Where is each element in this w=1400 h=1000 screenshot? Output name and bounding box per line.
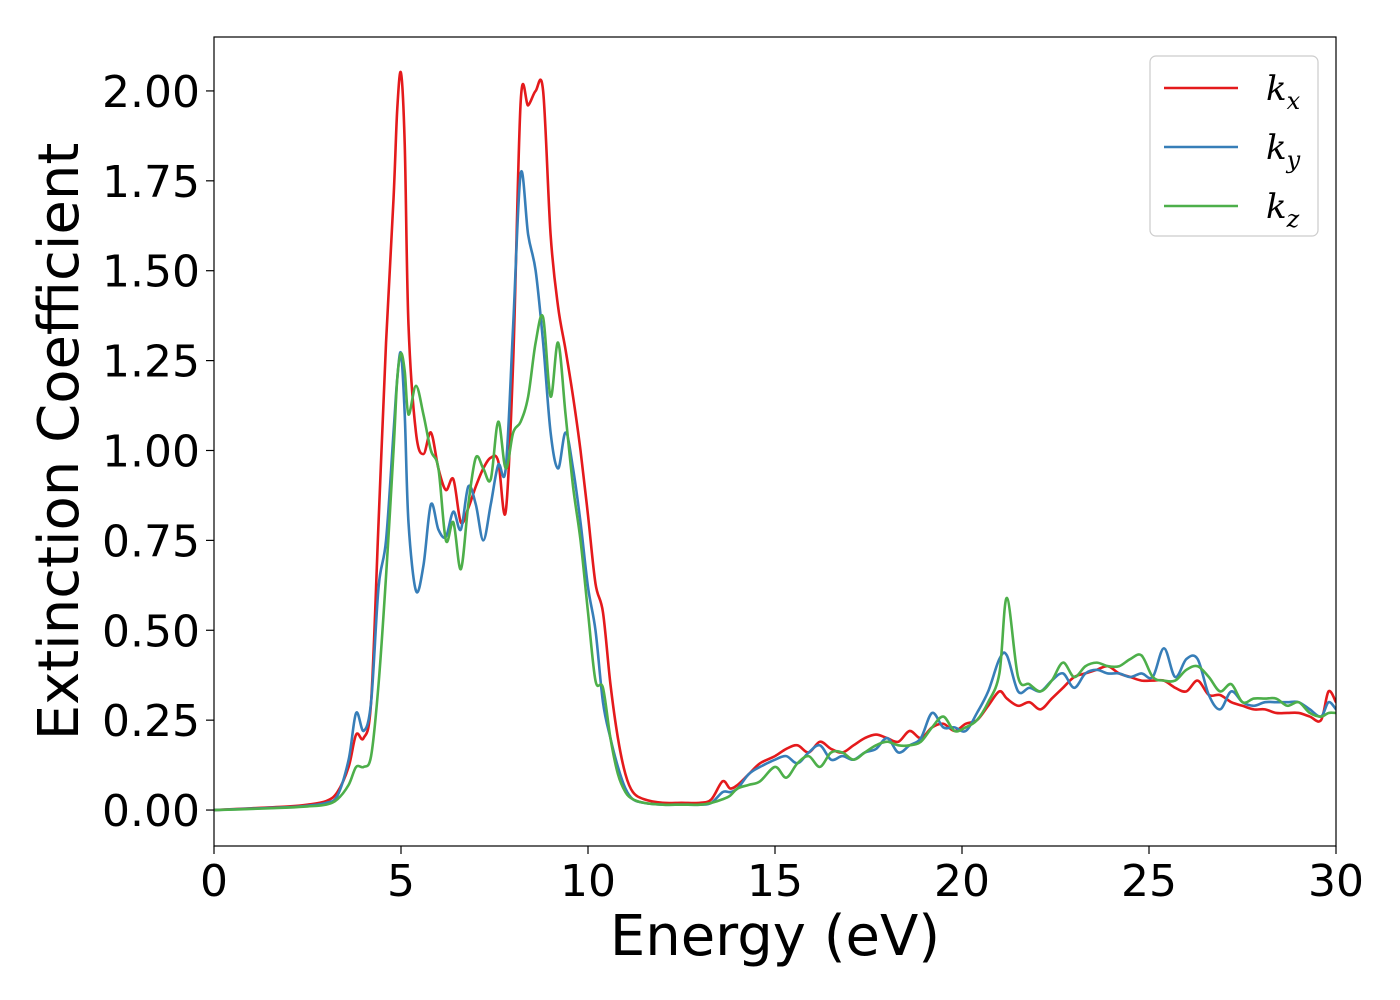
legend-label-subscript: z (1286, 205, 1300, 233)
x-tick-label: 5 (387, 856, 415, 907)
legend-label-subscript: y (1286, 146, 1301, 174)
x-axis-ticks: 0 5 10 15 20 25 30 (200, 846, 1364, 907)
x-tick-label: 15 (747, 856, 803, 907)
y-axis-title: Extinction Coefficient (27, 143, 92, 741)
y-tick-label: 1.50 (102, 247, 200, 298)
y-tick-label: 0.00 (102, 786, 200, 837)
legend-label-base: k (1266, 69, 1287, 109)
legend-label-base: k (1266, 128, 1287, 168)
legend-label-base: k (1266, 187, 1287, 227)
legend-label-kx: kx (1266, 69, 1301, 115)
x-tick-label: 20 (934, 856, 990, 907)
x-tick-label: 0 (200, 856, 228, 907)
x-axis-title: Energy (eV) (610, 904, 940, 969)
series-layer (214, 70, 1336, 812)
y-tick-label: 1.75 (102, 157, 200, 208)
x-tick-label: 10 (560, 856, 616, 907)
y-axis-ticks: 0.00 0.25 0.50 0.75 1.00 1.25 1.50 1.75 2.00 (102, 67, 214, 837)
y-tick-label: 1.25 (102, 337, 200, 388)
series-line-ky (214, 169, 1336, 812)
y-tick-label: 1.00 (102, 426, 200, 477)
y-tick-label: 0.75 (102, 516, 200, 567)
y-tick-label: 2.00 (102, 67, 200, 118)
legend-label-kz: kz (1266, 187, 1300, 233)
x-tick-label: 30 (1308, 856, 1364, 907)
series-line-kz (214, 314, 1336, 812)
y-tick-label: 0.50 (102, 606, 200, 657)
x-tick-label: 25 (1121, 856, 1177, 907)
y-tick-label: 0.25 (102, 696, 200, 747)
legend-label-ky: ky (1266, 128, 1301, 174)
legend-label-subscript: x (1287, 87, 1301, 115)
